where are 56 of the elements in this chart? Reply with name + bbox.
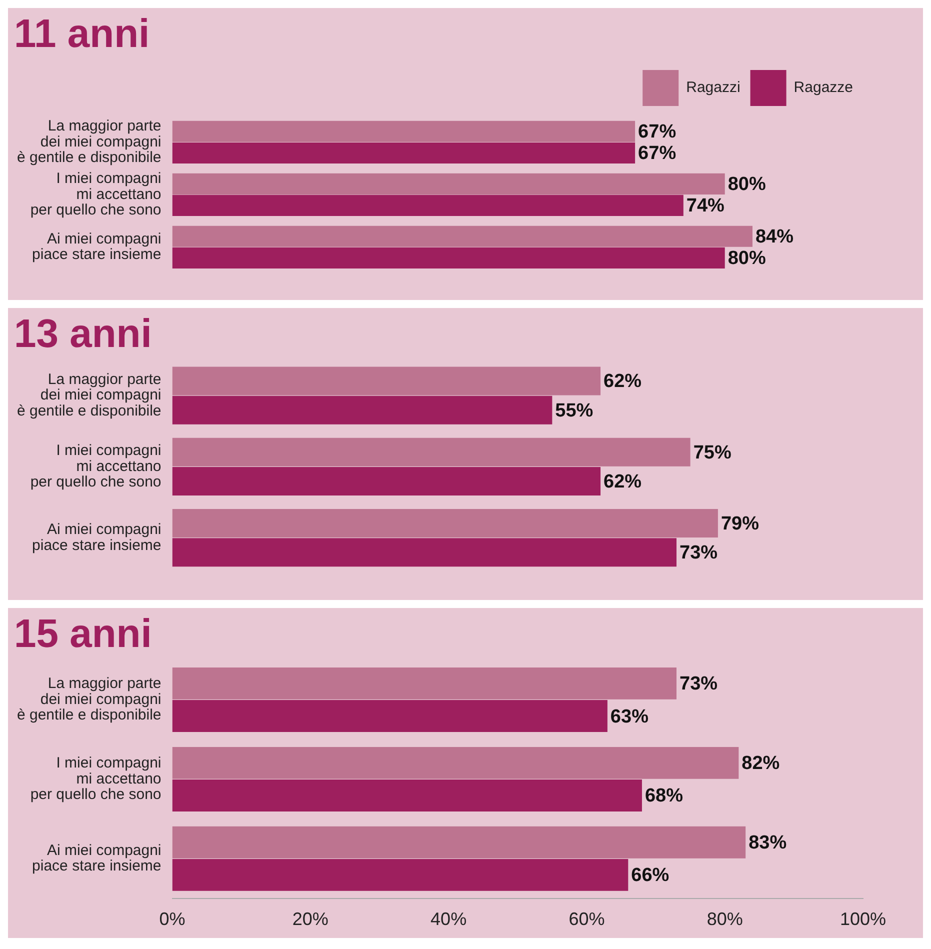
bar bbox=[172, 194, 684, 216]
data-label: 67% bbox=[638, 122, 676, 143]
data-label: 79% bbox=[720, 513, 760, 534]
bar bbox=[172, 396, 552, 424]
bar bbox=[172, 538, 677, 567]
bar bbox=[172, 466, 601, 496]
x-tick-label: 0% bbox=[159, 909, 186, 930]
bar bbox=[172, 667, 677, 700]
bar bbox=[172, 142, 636, 164]
data-label: 55% bbox=[555, 400, 594, 422]
x-tick-label: 60% bbox=[568, 909, 605, 930]
x-tick-label: 40% bbox=[430, 909, 467, 930]
data-label: 74% bbox=[686, 196, 725, 217]
y-tick-label: I miei compagni mi accettano per quello che sono bbox=[30, 754, 162, 804]
bar bbox=[172, 826, 746, 858]
y-tick-label: Ai miei compagni piace stare insieme bbox=[32, 230, 162, 264]
bar bbox=[172, 120, 636, 142]
bar bbox=[172, 226, 752, 247]
data-label: 68% bbox=[644, 786, 684, 807]
data-label: 80% bbox=[728, 174, 766, 196]
x-tick-label: 80% bbox=[706, 909, 743, 930]
bar bbox=[172, 366, 601, 396]
bar bbox=[172, 746, 739, 779]
bar bbox=[172, 173, 725, 194]
bar bbox=[172, 438, 690, 466]
data-label: 83% bbox=[748, 832, 787, 854]
bar bbox=[172, 700, 608, 732]
legend-label: Ragazze bbox=[794, 79, 853, 96]
chart-title: 15 anni bbox=[14, 612, 152, 656]
y-tick-label: La maggior parte dei miei compagni è gentile e disponibile bbox=[16, 675, 162, 724]
data-label: 75% bbox=[693, 442, 732, 464]
data-label: 67% bbox=[638, 143, 676, 164]
y-tick-label: La maggior parte dei miei compagni è gentile e disponibile bbox=[16, 118, 162, 166]
chart-title: 13 anni bbox=[14, 312, 152, 356]
y-tick-label: I miei compagni mi accettano per quello che sono bbox=[30, 170, 162, 219]
bar bbox=[172, 508, 718, 538]
data-label: 63% bbox=[610, 706, 649, 728]
data-label: 84% bbox=[755, 226, 794, 248]
y-tick-label: Ai miei compagni piace stare insieme bbox=[32, 521, 162, 554]
bar bbox=[172, 858, 628, 891]
data-label: 82% bbox=[742, 753, 780, 774]
data-label: 66% bbox=[631, 865, 670, 886]
data-label: 73% bbox=[680, 674, 718, 695]
data-label: 73% bbox=[680, 542, 718, 564]
bar bbox=[172, 780, 642, 812]
y-tick-label: La maggior parte dei miei compagni è gentile e disponibile bbox=[16, 370, 162, 420]
chart-title: 11 anni bbox=[14, 12, 150, 56]
y-tick-label: I miei compagni mi accettano per quello che sono bbox=[30, 442, 162, 491]
data-label: 62% bbox=[604, 472, 642, 493]
bar bbox=[172, 247, 725, 268]
data-label: 80% bbox=[728, 248, 766, 270]
data-label: 62% bbox=[604, 371, 642, 392]
y-tick-label: Ai miei compagni piace stare insieme bbox=[32, 842, 162, 875]
x-tick-label: 100% bbox=[840, 909, 886, 930]
legend-label: Ragazzi bbox=[686, 79, 740, 96]
x-tick-label: 20% bbox=[292, 909, 328, 930]
